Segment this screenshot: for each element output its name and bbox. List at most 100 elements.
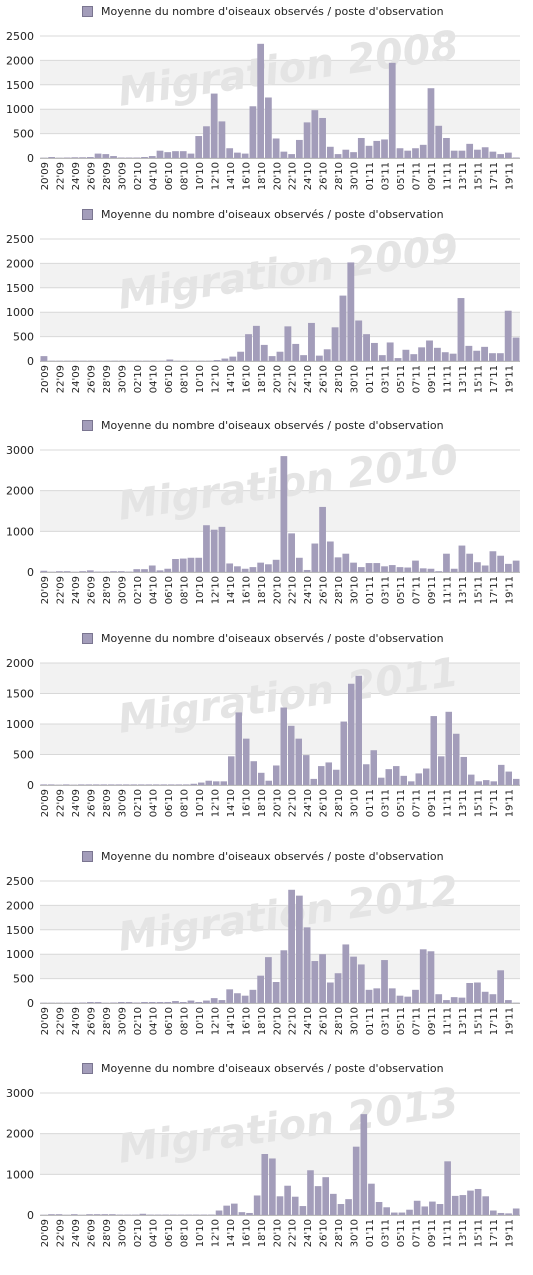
x-tick-label: 08'10 xyxy=(179,789,190,817)
y-tick-label: 1000 xyxy=(6,1168,34,1181)
bar xyxy=(339,295,347,361)
legend[interactable]: Moyenne du nombre d'oiseaux observés / p… xyxy=(82,848,444,864)
x-tick-label: 17'11 xyxy=(489,162,500,190)
legend[interactable]: Moyenne du nombre d'oiseaux observés / p… xyxy=(82,206,444,222)
x-tick-label: 14'10 xyxy=(226,1007,237,1035)
x-tick-label: 26'10 xyxy=(319,789,330,817)
bar xyxy=(115,784,122,785)
legend[interactable]: Moyenne du nombre d'oiseaux observés / p… xyxy=(82,3,444,19)
bar xyxy=(94,153,102,158)
bar xyxy=(427,568,435,572)
x-tick-label: 04'10 xyxy=(148,162,159,190)
bar xyxy=(368,1183,375,1215)
x-tick-label: 20'09 xyxy=(40,1219,51,1247)
legend[interactable]: Moyenne du nombre d'oiseaux observés / p… xyxy=(82,1060,444,1076)
x-tick-label: 18'10 xyxy=(257,365,268,393)
x-tick-label: 17'11 xyxy=(489,1007,500,1035)
bar xyxy=(322,1177,330,1215)
plot-band xyxy=(40,109,520,134)
bar xyxy=(195,136,203,158)
y-tick-label: 0 xyxy=(27,355,34,368)
x-tick-label: 01'11 xyxy=(365,576,376,604)
bar xyxy=(215,1210,223,1215)
bar xyxy=(512,1208,520,1215)
bar xyxy=(445,711,452,785)
bar xyxy=(249,106,257,158)
bar xyxy=(512,337,520,361)
bar xyxy=(48,784,55,785)
x-tick-label: 06'10 xyxy=(164,162,175,190)
x-tick-label: 10'10 xyxy=(195,1007,206,1035)
x-tick-label: 14'10 xyxy=(226,365,237,393)
bar xyxy=(426,340,433,361)
x-tick-label: 09'11 xyxy=(427,1007,438,1035)
bar xyxy=(234,566,241,572)
bar xyxy=(505,1213,512,1215)
x-tick-label: 11'11 xyxy=(443,789,454,817)
bar xyxy=(117,1002,125,1003)
bar xyxy=(412,148,419,158)
x-tick-label: 24'09 xyxy=(71,576,82,604)
bar xyxy=(241,568,249,572)
bar xyxy=(450,150,458,158)
x-tick-label: 22'09 xyxy=(55,1007,66,1035)
x-tick-label: 30'10 xyxy=(350,1007,361,1035)
y-tick-label: 2000 xyxy=(6,54,34,67)
x-tick-label: 28'10 xyxy=(334,162,345,190)
y-tick-label: 2000 xyxy=(6,485,34,498)
x-tick-label: 30'09 xyxy=(117,162,128,190)
bar xyxy=(457,298,465,361)
bar xyxy=(326,541,334,572)
bar xyxy=(490,1210,497,1215)
x-tick-label: 26'10 xyxy=(319,576,330,604)
bar xyxy=(133,569,141,572)
bar xyxy=(315,355,323,361)
x-tick-label: 24'09 xyxy=(71,789,82,817)
bar xyxy=(357,964,365,1003)
x-tick-label: 05'11 xyxy=(396,365,407,393)
legend[interactable]: Moyenne du nombre d'oiseaux observés / p… xyxy=(82,417,444,433)
x-tick-label: 15'11 xyxy=(474,162,485,190)
bar xyxy=(481,565,489,572)
bar xyxy=(443,553,450,572)
x-tick-label: 01'11 xyxy=(365,1219,376,1247)
bar xyxy=(388,988,396,1003)
bar xyxy=(226,148,234,158)
x-tick-label: 16'10 xyxy=(241,576,252,604)
x-tick-label: 30'10 xyxy=(350,365,361,393)
legend[interactable]: Moyenne du nombre d'oiseaux observés / p… xyxy=(82,630,444,646)
x-tick-label: 14'10 xyxy=(226,789,237,817)
x-tick-label: 11'11 xyxy=(443,576,454,604)
x-tick-label: 19'11 xyxy=(505,1219,516,1247)
x-tick-label: 28'09 xyxy=(102,789,113,817)
bar xyxy=(505,563,512,572)
bar xyxy=(505,771,512,785)
bar xyxy=(48,1214,55,1215)
legend-swatch xyxy=(82,1062,93,1074)
x-tick-label: 07'11 xyxy=(412,1007,423,1035)
plot-band xyxy=(40,663,520,694)
bar xyxy=(55,571,63,572)
x-tick-label: 28'10 xyxy=(334,365,345,393)
bar xyxy=(110,571,117,572)
x-tick-label: 05'11 xyxy=(396,1219,407,1247)
bar xyxy=(404,996,412,1003)
bar xyxy=(156,150,164,158)
x-tick-label: 10'10 xyxy=(195,576,206,604)
x-tick-label: 26'09 xyxy=(86,1007,97,1035)
bar xyxy=(172,558,179,572)
bar xyxy=(355,320,363,361)
x-tick-label: 28'09 xyxy=(102,365,113,393)
x-tick-label: 03'11 xyxy=(381,789,392,817)
y-tick-label: 0 xyxy=(27,566,34,579)
bar xyxy=(348,683,355,785)
x-tick-label: 24'10 xyxy=(303,365,314,393)
bar xyxy=(474,982,481,1003)
bar xyxy=(460,756,467,785)
bar xyxy=(363,764,370,785)
bar xyxy=(394,358,402,361)
bar xyxy=(203,1000,210,1003)
